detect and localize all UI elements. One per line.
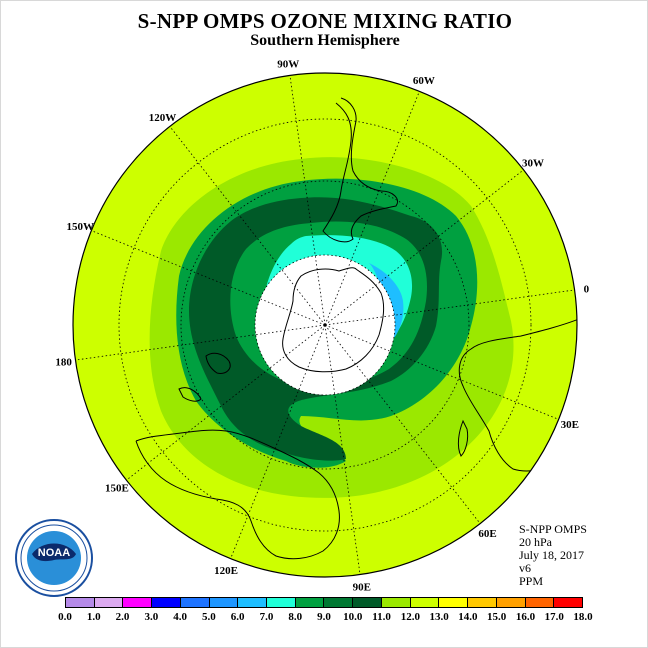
map-boundary [72, 72, 578, 578]
colorbar [65, 597, 583, 608]
longitude-label: 60W [413, 75, 435, 87]
colorbar-cell [152, 598, 181, 607]
colorbar-tick-label: 6.0 [230, 611, 245, 623]
colorbar-cell [410, 598, 440, 607]
colorbar-cell [353, 598, 382, 607]
pressure-level-label: 20 hPa [519, 535, 552, 549]
colorbar-cell [554, 598, 582, 607]
colorbar-cell [439, 598, 469, 607]
colorbar-cell [295, 598, 325, 607]
longitude-label: 150W [66, 221, 94, 233]
longitude-label: 120W [149, 112, 177, 124]
colorbar-tick-label: 13.0 [429, 611, 449, 623]
colorbar-cell [180, 598, 210, 607]
colorbar-tick-label: 1.0 [86, 611, 101, 623]
colorbar-cell [525, 598, 555, 607]
longitude-label: 90E [353, 581, 371, 593]
longitude-label: 0 [584, 283, 590, 295]
longitude-label: 180 [55, 357, 72, 369]
page-subtitle: Southern Hemisphere [250, 32, 400, 49]
colorbar-cell [94, 598, 124, 607]
graticule [75, 75, 575, 575]
colorbar-cell [123, 598, 153, 607]
colorbar-tick-label: 15.0 [487, 611, 507, 623]
colorbar-tick-label: 7.0 [259, 611, 274, 623]
date-label: July 18, 2017 [519, 548, 585, 562]
longitude-labels: 90W 60W 30W 0 30E 60E 90E 120E 150E 180 150W 120W [55, 59, 589, 594]
colorbar-cell [496, 598, 526, 607]
colorbar-cell [468, 598, 497, 607]
colorbar-tick-label: 5.0 [202, 611, 216, 623]
noaa-logo-text: NOAA [38, 547, 70, 559]
info-block: S-NPP OMPS 20 hPa July 18, 2017 v6 PPM [519, 523, 587, 588]
colorbar-tick-label: 10.0 [343, 611, 363, 623]
colorbar-cell [324, 598, 354, 607]
colorbar-tick-label: 0.0 [58, 611, 72, 623]
colorbar-tick-label: 4.0 [173, 611, 187, 623]
colorbar-cell [209, 598, 239, 607]
longitude-label: 120E [214, 565, 238, 577]
colorbar-tick-label: 2.0 [115, 611, 130, 623]
longitude-label: 90W [277, 59, 299, 71]
colorbar-cell [381, 598, 411, 607]
units-label: PPM [519, 574, 544, 588]
colorbar-cell [267, 598, 296, 607]
colorbar-tick-label: 3.0 [144, 611, 159, 623]
colorbar-tick-label: 16.0 [515, 611, 536, 623]
longitude-label: 30E [561, 419, 579, 431]
colorbar-tick-label: 18.0 [573, 611, 593, 623]
longitude-label: 30W [522, 157, 544, 169]
noaa-logo: NOAA [15, 519, 93, 597]
colorbar-cell [238, 598, 268, 607]
colorbar-tick-label: 12.0 [400, 611, 420, 623]
longitude-label: 60E [478, 528, 496, 540]
colorbar-tick-label: 11.0 [372, 611, 391, 623]
colorbar-ticks: 0.0 1.0 2.0 3.0 4.0 5.0 6.0 7.0 8.0 9.0 10.0 11.0 12… [1, 611, 647, 625]
south-pole-point [323, 323, 327, 327]
page-title: S-NPP OMPS OZONE MIXING RATIO [137, 9, 513, 33]
colorbar-tick-label: 17.0 [544, 611, 564, 623]
longitude-label: 150E [105, 483, 129, 495]
version-label: v6 [519, 561, 531, 575]
colorbar-cell [66, 598, 95, 607]
colorbar-tick-label: 14.0 [458, 611, 478, 623]
instrument-label: S-NPP OMPS [519, 522, 587, 536]
colorbar-tick-label: 8.0 [288, 611, 303, 623]
colorbar-tick-label: 9.0 [317, 611, 331, 623]
